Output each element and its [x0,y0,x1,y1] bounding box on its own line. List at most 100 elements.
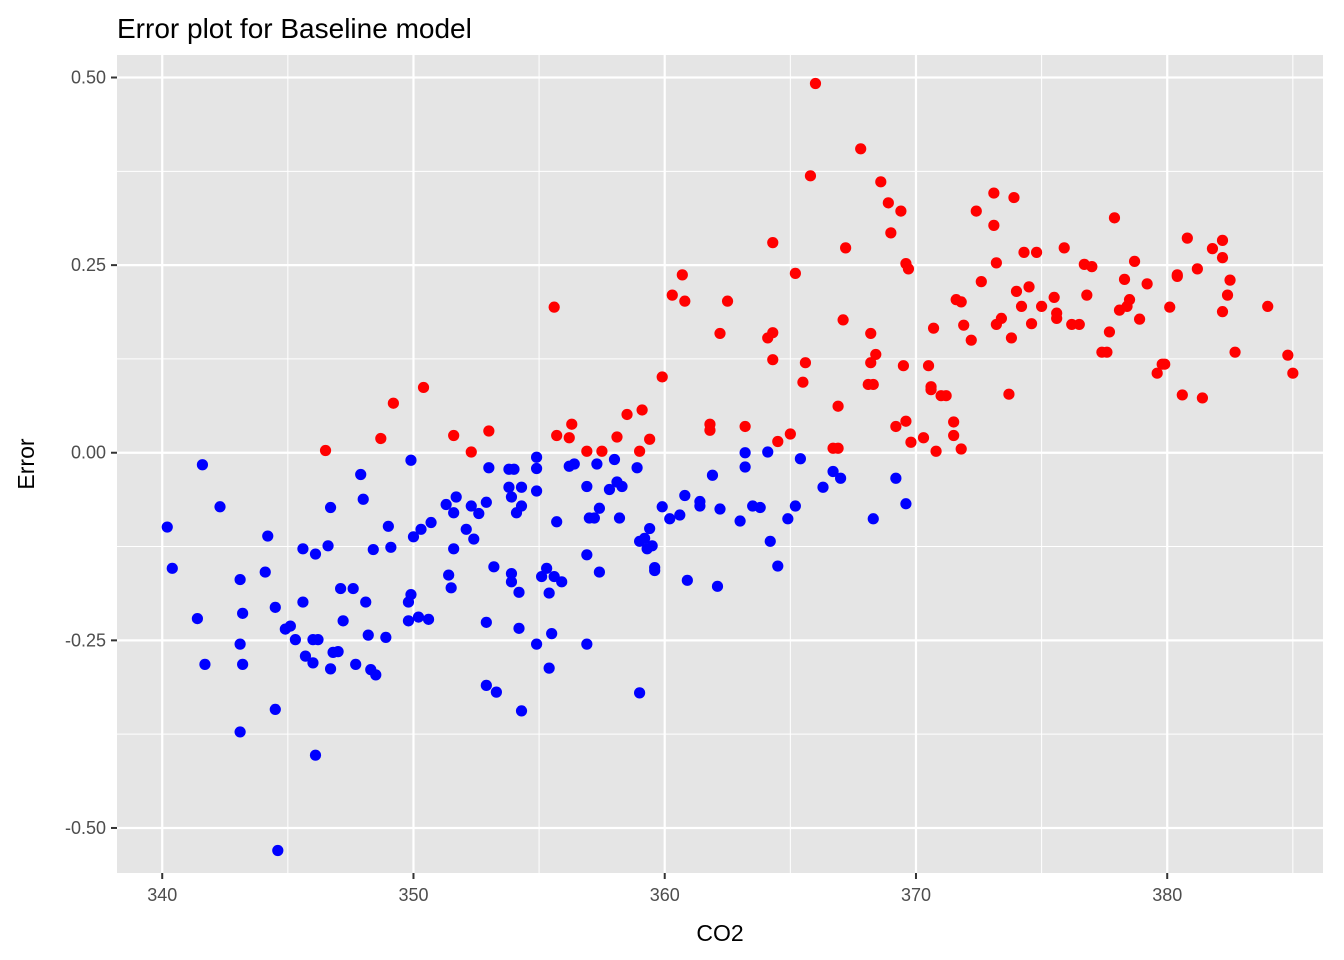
positive-error-point [465,446,477,458]
negative-error-point [480,616,492,628]
positive-error-point [865,327,877,340]
positive-error-point [990,257,1002,269]
positive-error-point [1128,255,1141,267]
positive-error-point [772,435,784,448]
positive-error-point [948,416,960,428]
negative-error-point [297,543,309,555]
positive-error-point [897,360,910,372]
negative-error-point [530,462,543,475]
negative-error-point [196,459,209,471]
negative-error-point [568,458,580,470]
negative-error-point [543,662,555,674]
negative-error-point [347,582,359,595]
positive-error-point [483,425,495,437]
positive-error-point [596,445,608,457]
x-tick-label: 380 [1152,885,1182,905]
positive-error-point [1164,301,1176,313]
data-points [161,77,1299,857]
negative-error-point [380,631,392,643]
negative-error-point [362,629,374,641]
positive-error-point [319,444,332,457]
x-tick-label: 340 [147,885,177,905]
positive-error-point [930,445,942,457]
positive-error-point [1081,289,1093,301]
negative-error-point [505,576,518,588]
y-tick-label: -0.25 [65,630,106,650]
positive-error-point [867,378,879,391]
y-axis: -0.50 -0.25 0.00 0.25 0.50 [65,68,117,838]
negative-error-point [269,703,281,716]
negative-error-point [644,522,656,535]
negative-error-point [312,634,324,646]
negative-error-point [405,454,417,466]
positive-error-point [799,357,812,369]
positive-error-point [1108,212,1121,224]
positive-error-point [417,381,430,394]
negative-error-point [237,658,249,670]
negative-error-point [634,687,646,699]
positive-error-point [676,269,688,281]
negative-error-point [382,520,394,532]
negative-error-point [166,562,178,574]
positive-error-point [1282,349,1294,361]
negative-error-point [513,622,525,634]
positive-error-point [1216,252,1229,264]
positive-error-point [927,322,940,334]
negative-error-point [332,646,344,658]
x-tick-label: 360 [650,885,680,905]
positive-error-point [832,400,844,412]
positive-error-point [767,354,779,366]
negative-error-point [284,620,296,632]
positive-error-point [1224,274,1236,286]
negative-error-point [711,580,724,592]
negative-error-point [355,468,367,481]
positive-error-point [1010,285,1023,297]
positive-error-point [704,418,716,430]
positive-error-point [1229,346,1241,358]
y-axis-title: Error [13,438,39,489]
negative-error-point [299,650,312,662]
negative-error-point [541,562,553,574]
positive-error-point [1159,358,1171,370]
negative-error-point [445,582,457,594]
negative-error-point [734,515,746,527]
negative-error-point [370,669,382,681]
positive-error-point [387,397,399,409]
negative-error-point [706,469,719,481]
positive-error-point [917,432,930,444]
positive-error-point [1118,273,1131,285]
negative-error-point [679,489,691,502]
negative-error-point [272,844,284,857]
negative-error-point [656,501,668,513]
positive-error-point [1216,306,1229,318]
positive-error-point [865,357,877,369]
x-tick-label: 370 [901,885,931,905]
negative-error-point [460,523,472,535]
negative-error-point [480,496,492,508]
negative-error-point [269,601,281,613]
positive-error-point [895,205,907,217]
positive-error-point [375,432,387,445]
negative-error-point [335,582,347,595]
negative-error-point [350,658,362,670]
positive-error-point [855,143,867,155]
negative-error-point [422,613,435,625]
negative-error-point [817,481,829,493]
negative-error-point [324,501,337,514]
y-tick-label: 0.00 [71,443,106,463]
positive-error-point [1191,263,1203,275]
positive-error-point [448,429,460,442]
positive-error-point [882,197,894,209]
negative-error-point [262,530,274,542]
negative-error-point [536,570,548,583]
negative-error-point [772,560,784,572]
negative-error-point [739,447,751,459]
positive-error-point [988,219,1000,231]
positive-error-point [970,205,982,217]
positive-error-point [832,442,844,454]
negative-error-point [191,612,203,625]
negative-error-point [440,498,452,511]
positive-error-point [804,170,817,182]
negative-error-point [530,638,543,650]
positive-error-point [1103,326,1116,338]
